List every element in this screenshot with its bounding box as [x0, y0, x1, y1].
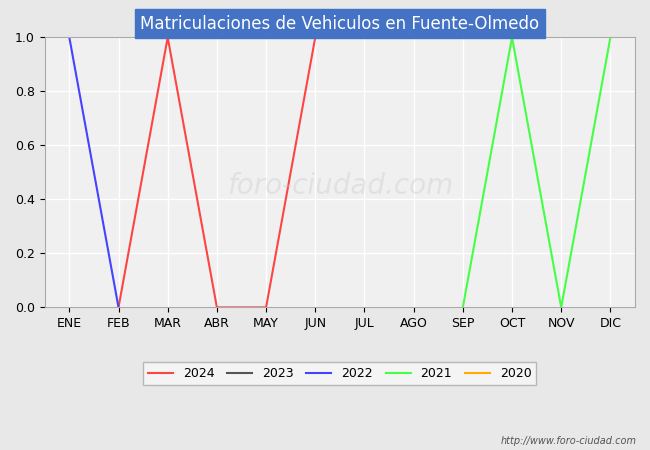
2021	[557, 305, 565, 310]
Text: foro-ciudad.com: foro-ciudad.com	[227, 172, 453, 200]
Line: 2021: 2021	[463, 37, 610, 307]
Legend: 2024, 2023, 2022, 2021, 2020: 2024, 2023, 2022, 2021, 2020	[143, 362, 536, 385]
2024	[213, 305, 221, 310]
2024	[311, 35, 319, 40]
Text: http://www.foro-ciudad.com: http://www.foro-ciudad.com	[501, 436, 637, 446]
Line: 2024: 2024	[118, 37, 315, 307]
Title: Matriculaciones de Vehiculos en Fuente-Olmedo: Matriculaciones de Vehiculos en Fuente-O…	[140, 15, 540, 33]
2021	[508, 35, 516, 40]
2021	[606, 35, 614, 40]
2021	[459, 305, 467, 310]
2024	[114, 305, 122, 310]
2024	[164, 35, 172, 40]
2024	[262, 305, 270, 310]
